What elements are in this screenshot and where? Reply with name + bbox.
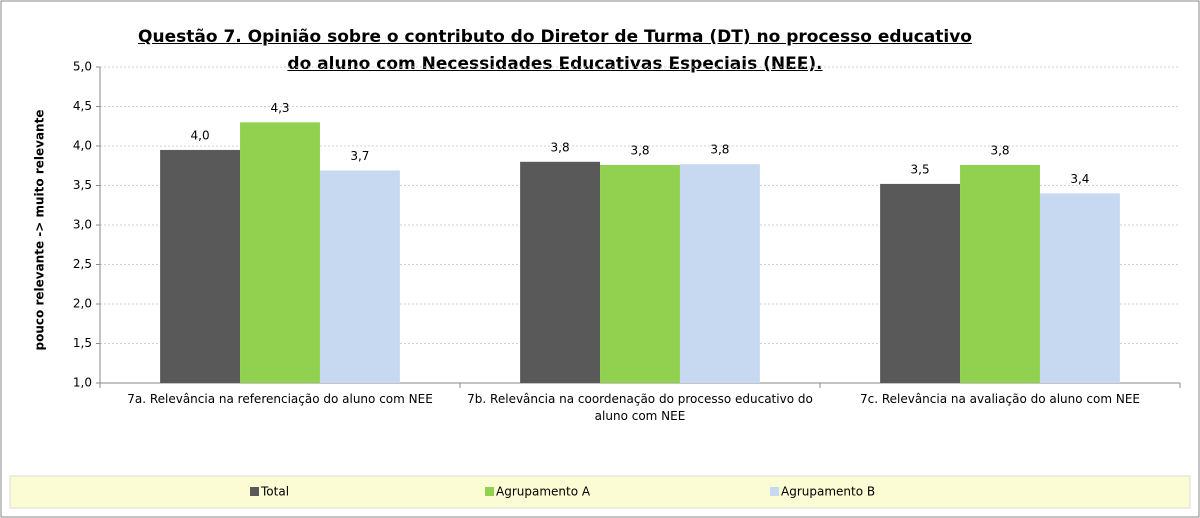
x-tick-label: 7b. Relevância na coordenação do process… bbox=[467, 392, 813, 423]
y-axis-label: pouco relevante -> muito relevante bbox=[33, 110, 47, 351]
y-tick-label: 1,5 bbox=[73, 336, 92, 350]
bar bbox=[600, 164, 680, 383]
bar bbox=[520, 161, 601, 383]
legend-label: Agrupamento A bbox=[496, 485, 591, 499]
data-label: 3,8 bbox=[551, 140, 570, 154]
title-box: Questão 7. Opinião sobre o contributo do… bbox=[138, 27, 972, 74]
y-tick-label: 2,5 bbox=[73, 257, 92, 271]
y-tick-label: 3,0 bbox=[73, 218, 92, 232]
data-label: 3,7 bbox=[350, 149, 369, 163]
data-label: 4,0 bbox=[191, 128, 210, 142]
x-tick-label: 7a. Relevância na referenciação do aluno… bbox=[127, 392, 433, 406]
legend-swatch bbox=[250, 487, 259, 496]
legend-swatch bbox=[770, 487, 779, 496]
y-tick-label: 5,0 bbox=[73, 60, 92, 74]
x-tick-label: 7c. Relevância na avaliação do aluno com… bbox=[859, 392, 1141, 406]
bar bbox=[319, 170, 400, 383]
bar bbox=[240, 122, 320, 384]
legend-swatch bbox=[485, 487, 494, 496]
x-tick-label-box: 7b. Relevância na coordenação do process… bbox=[467, 392, 813, 423]
bar bbox=[960, 164, 1040, 383]
bar bbox=[880, 183, 961, 383]
data-label: 4,3 bbox=[270, 101, 289, 115]
data-label: 3,5 bbox=[911, 162, 930, 176]
data-label: 3,4 bbox=[1070, 172, 1089, 186]
legend-box bbox=[9, 475, 1191, 509]
data-label: 3,8 bbox=[710, 143, 729, 157]
bar bbox=[160, 149, 241, 383]
y-tick-label: 4,5 bbox=[73, 99, 92, 113]
legend-label: Total bbox=[260, 485, 289, 499]
x-tick-label-box: 7c. Relevância na avaliação do aluno com… bbox=[859, 392, 1141, 406]
chart-title: Questão 7. Opinião sobre o contributo do… bbox=[138, 27, 972, 74]
y-tick-label: 2,0 bbox=[73, 297, 92, 311]
y-tick-label: 3,5 bbox=[73, 178, 92, 192]
x-tick-label-box: 7a. Relevância na referenciação do aluno… bbox=[127, 392, 433, 406]
legend-label: Agrupamento B bbox=[781, 485, 875, 499]
bar bbox=[1039, 193, 1120, 383]
y-tick-label: 4,0 bbox=[73, 139, 92, 153]
data-label: 3,8 bbox=[630, 143, 649, 157]
bar bbox=[679, 164, 760, 383]
y-tick-label: 1,0 bbox=[73, 376, 92, 390]
data-label: 3,8 bbox=[990, 143, 1009, 157]
